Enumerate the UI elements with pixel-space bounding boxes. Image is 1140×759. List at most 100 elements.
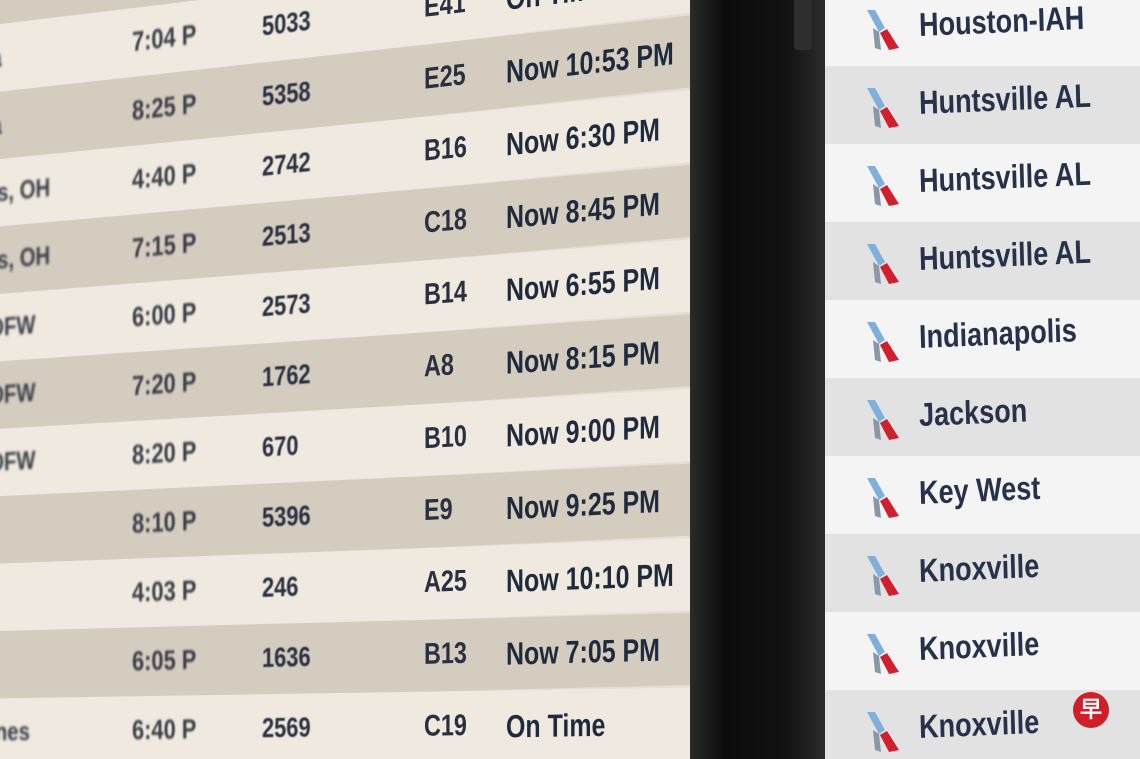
status: Now 7:05 PM xyxy=(506,631,660,672)
gate: E9 xyxy=(424,492,453,528)
logo-grey-stroke xyxy=(873,652,881,674)
logo-grey-stroke xyxy=(873,496,881,518)
status: Now 10:10 PM xyxy=(506,556,674,599)
destination-row: Huntsville AL xyxy=(825,66,1140,144)
destination: nbus, OH xyxy=(0,239,51,278)
gate: E41 xyxy=(424,0,466,24)
flight-number: 1636 xyxy=(262,640,311,674)
flight-number: 246 xyxy=(262,570,299,603)
flight-number: 5396 xyxy=(262,499,311,533)
destination-row: Jackson xyxy=(825,378,1140,456)
destination-row: Knoxville xyxy=(825,534,1140,612)
airline-logo-icon xyxy=(867,556,899,596)
logo-red-stroke xyxy=(880,263,899,284)
logo-blue-stroke xyxy=(867,166,885,188)
airline-logo-icon xyxy=(867,400,899,440)
scheduled-time: 8:25 P xyxy=(132,87,197,127)
destination-city: Indianapolis xyxy=(918,311,1078,355)
logo-grey-stroke xyxy=(873,418,881,440)
airline-logo-icon xyxy=(867,88,899,128)
flight-row: Moines 6:40 P 2569 C19 On Time xyxy=(0,687,690,759)
logo-blue-stroke xyxy=(867,322,885,344)
logo-blue-stroke xyxy=(867,244,885,266)
scheduled-time: 7:15 P xyxy=(132,226,197,264)
gate: B13 xyxy=(424,636,467,671)
logo-blue-stroke xyxy=(867,400,885,422)
airline-logo-icon xyxy=(867,166,899,206)
destination-city: Knoxville xyxy=(918,624,1040,667)
flight-number: 5033 xyxy=(262,4,311,42)
logo-grey-stroke xyxy=(873,106,881,128)
logo-blue-stroke xyxy=(867,478,885,500)
logo-grey-stroke xyxy=(873,262,881,284)
status: On Time xyxy=(506,0,605,18)
scheduled-time: 4:03 P xyxy=(132,574,197,608)
flight-number: 5358 xyxy=(262,75,311,112)
status: Now 6:30 PM xyxy=(506,111,660,163)
logo-grey-stroke xyxy=(873,574,881,596)
departures-board-left: land6:30 Pnbia7:04 P5033E41On Timenbia8:… xyxy=(0,0,690,759)
flight-number: 1762 xyxy=(262,358,311,393)
gate: B10 xyxy=(424,419,467,456)
flight-number: 2513 xyxy=(262,216,311,253)
logo-blue-stroke xyxy=(867,88,885,110)
scheduled-time: 7:04 P xyxy=(132,18,197,58)
destination: s - DFW xyxy=(0,444,36,479)
destination-city: Houston-IAH xyxy=(918,0,1085,43)
destination-row: Key West xyxy=(825,456,1140,534)
logo-grey-stroke xyxy=(873,730,881,752)
status: Now 9:00 PM xyxy=(506,408,660,454)
logo-red-stroke xyxy=(880,185,899,206)
scheduled-time: 6:40 P xyxy=(132,713,197,746)
watermark-logo: 早 xyxy=(1073,692,1109,728)
logo-red-stroke xyxy=(880,653,899,674)
destination-city: Huntsville AL xyxy=(918,76,1092,121)
flight-number: 2569 xyxy=(262,711,311,744)
destination: Moines xyxy=(0,715,30,747)
gate: C19 xyxy=(424,709,467,743)
destination-city: Key West xyxy=(918,468,1041,511)
destination-row: Indianapolis xyxy=(825,300,1140,378)
monitor-bezel xyxy=(690,0,825,759)
logo-red-stroke xyxy=(880,29,899,50)
destination-row: Houston-IAH xyxy=(825,0,1140,66)
airline-logo-icon xyxy=(867,478,899,518)
logo-red-stroke xyxy=(880,419,899,440)
airline-logo-icon xyxy=(867,634,899,674)
departures-board-right: Houston-IAH Huntsville AL Huntsville AL Hun… xyxy=(825,0,1140,759)
flight-number: 2573 xyxy=(262,287,311,323)
scheduled-time: 8:10 P xyxy=(132,504,197,539)
destination: nbia xyxy=(0,42,2,78)
flight-number: 2742 xyxy=(262,146,311,182)
logo-blue-stroke xyxy=(867,10,885,32)
scheduled-time: 8:20 P xyxy=(132,435,197,471)
status: Now 8:15 PM xyxy=(506,334,660,381)
logo-red-stroke xyxy=(880,107,899,128)
destination-city: Knoxville xyxy=(918,546,1040,589)
destination: s - DFW xyxy=(0,309,36,345)
destination-city: Huntsville AL xyxy=(918,232,1092,277)
flight-number: 670 xyxy=(262,429,299,463)
destination: s - DFW xyxy=(0,376,36,412)
airline-logo-icon xyxy=(867,712,899,752)
scheduled-time: 6:05 P xyxy=(132,643,197,677)
scheduled-time: 4:40 P xyxy=(132,157,197,195)
gate: C18 xyxy=(424,202,467,240)
airline-logo-icon xyxy=(867,10,899,50)
status: Now 6:55 PM xyxy=(506,259,660,309)
destination: nbus, OH xyxy=(0,172,51,211)
destination-city: Knoxville xyxy=(918,702,1040,745)
gate: B14 xyxy=(424,275,467,312)
destination-row: Huntsville AL xyxy=(825,144,1140,222)
airline-logo-icon xyxy=(867,244,899,284)
logo-blue-stroke xyxy=(867,634,885,656)
logo-red-stroke xyxy=(880,341,899,362)
logo-blue-stroke xyxy=(867,712,885,734)
gate: A25 xyxy=(424,564,467,599)
logo-grey-stroke xyxy=(873,28,881,50)
destination-city: Jackson xyxy=(918,391,1028,433)
scheduled-time: 6:00 P xyxy=(132,296,197,333)
status: Now 10:53 PM xyxy=(506,35,674,90)
scheduled-time: 7:20 P xyxy=(132,365,197,402)
destination-city: Huntsville AL xyxy=(918,154,1092,199)
